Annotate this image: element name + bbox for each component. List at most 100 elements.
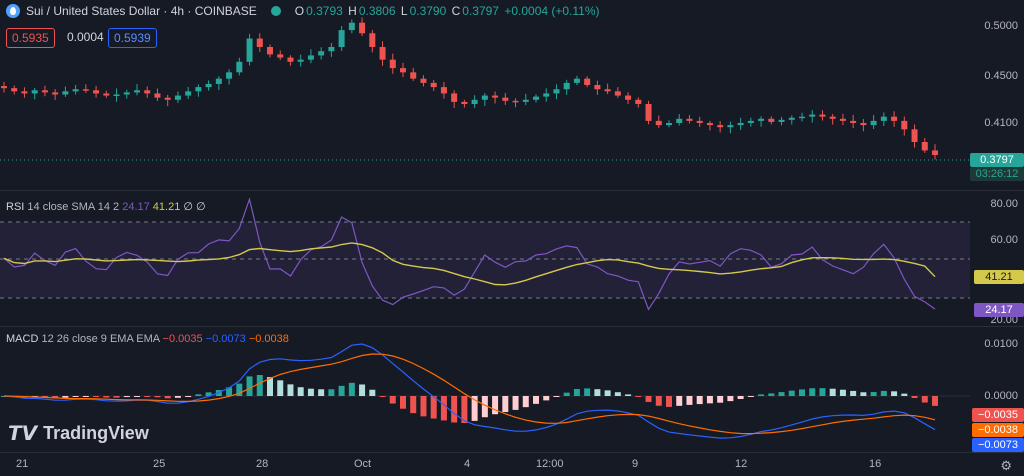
macd-hist-tag: −0.0035 (972, 408, 1024, 422)
candle-body (430, 82, 437, 88)
candle-body (348, 22, 355, 31)
time-tick: 25 (153, 458, 166, 470)
macd-histogram-bar (645, 396, 652, 402)
candle-body (655, 120, 662, 126)
change-value: +0.0004 (+0.11%) (504, 4, 600, 18)
macd-histogram-bar (635, 396, 642, 397)
candle-body (880, 116, 887, 121)
sell-button[interactable]: 0.5935 (6, 28, 55, 48)
macd-histogram-bar (164, 396, 171, 399)
macd-signal-value: −0.0038 (248, 333, 289, 345)
macd-histogram-bar (860, 392, 867, 396)
candle-body (410, 72, 417, 79)
macd-histogram-bar (440, 396, 447, 421)
candle-body (481, 95, 488, 100)
price-tick: 0.4500 (984, 70, 1018, 82)
candle-body (31, 90, 38, 94)
price-tick: 0.4100 (984, 117, 1018, 129)
candle-body (502, 97, 509, 101)
symbol-title[interactable]: Sui / United States Dollar · 4h · COINBA… (26, 4, 257, 18)
candle-body (594, 85, 601, 90)
macd-histogram-bar (625, 394, 632, 396)
countdown-tag: 03:26:12 (970, 167, 1024, 181)
macd-histogram-bar (492, 396, 499, 415)
time-tick: 9 (632, 458, 639, 470)
high-value: 0.3806 (358, 4, 396, 18)
candle-body (799, 116, 805, 119)
macd-params: 12 26 close 9 EMA EMA (41, 333, 160, 345)
time-tick: 4 (464, 458, 471, 470)
macd-histogram-bar (113, 396, 120, 398)
macd-histogram-bar (287, 384, 294, 396)
candle-body (297, 59, 304, 62)
chart-header: Sui / United States Dollar · 4h · COINBA… (6, 4, 602, 18)
settings-gear-icon[interactable]: ⚙ (1000, 458, 1012, 473)
candle-body (359, 22, 366, 34)
macd-histogram-bar (410, 396, 417, 414)
candle-body (369, 33, 376, 47)
macd-histogram-bar (686, 396, 693, 405)
macd-histogram-bar (717, 396, 724, 403)
macd-histogram-bar (389, 396, 396, 404)
rsi-value-tag: 24.17 (974, 303, 1024, 317)
buy-button[interactable]: 0.5939 (108, 28, 157, 48)
candle-body (328, 47, 335, 52)
candle-body (614, 91, 621, 96)
candle-body (645, 104, 652, 121)
ohlc-readout: O 0.3793 H 0.3806 L 0.3790 C 0.3797 +0.0004 … (295, 4, 602, 18)
pane-divider[interactable] (0, 326, 1024, 327)
tradingview-logo[interactable]: 𝙏𝙑 TradingView (8, 421, 149, 446)
macd-histogram-bar (533, 396, 539, 404)
macd-histogram-bar (82, 396, 89, 397)
macd-histogram-bar (901, 393, 908, 396)
macd-histogram-bar (134, 396, 140, 397)
rsi-tick: 20.00 (990, 314, 1018, 326)
candle-body (205, 83, 212, 88)
macd-histogram-bar (799, 389, 805, 396)
candle-body (123, 92, 130, 95)
candle-body (676, 118, 683, 123)
macd-histogram-bar (512, 396, 519, 410)
candle-body (932, 150, 938, 155)
candle-body (185, 91, 192, 96)
macd-histogram-bar (451, 396, 458, 423)
tradingview-icon: 𝙏𝙑 (8, 423, 38, 445)
time-tick: 12 (735, 458, 748, 470)
time-axis-divider (0, 452, 1024, 453)
candle-body (717, 125, 724, 128)
time-tick: Oct (354, 458, 372, 470)
candle-body (921, 142, 928, 151)
macd-histogram-bar (154, 396, 161, 398)
candle-body (318, 51, 325, 56)
candle-body (727, 125, 734, 128)
candle-body (901, 120, 908, 130)
macd-signal-tag: −0.0038 (972, 423, 1024, 437)
candle-body (461, 101, 468, 104)
time-tick: 21 (16, 458, 29, 470)
candle-body (154, 93, 161, 98)
pane-divider[interactable] (0, 190, 1024, 191)
sui-logo-icon (6, 4, 20, 18)
candle-body (512, 100, 519, 103)
candle-body (103, 93, 110, 96)
macd-histogram-bar (737, 396, 744, 400)
candle-body (420, 78, 427, 83)
candle-body (379, 47, 386, 60)
macd-histogram-bar (522, 396, 529, 408)
macd-histogram-bar (921, 396, 928, 403)
rsi-sma-tag: 41.21 (974, 270, 1024, 284)
macd-histogram-bar (604, 390, 611, 396)
candle-body (174, 95, 181, 100)
macd-histogram-bar (379, 396, 386, 397)
candle-body (737, 123, 744, 126)
macd-histogram-bar (52, 396, 59, 399)
candle-body (256, 38, 263, 47)
time-tick: 28 (256, 458, 269, 470)
price-tick: 0.5000 (984, 20, 1018, 32)
candle-body (860, 123, 867, 126)
candle-body (82, 89, 89, 91)
macd-histogram-bar (461, 396, 468, 423)
candle-body (819, 114, 826, 117)
macd-histogram-bar (747, 396, 754, 397)
